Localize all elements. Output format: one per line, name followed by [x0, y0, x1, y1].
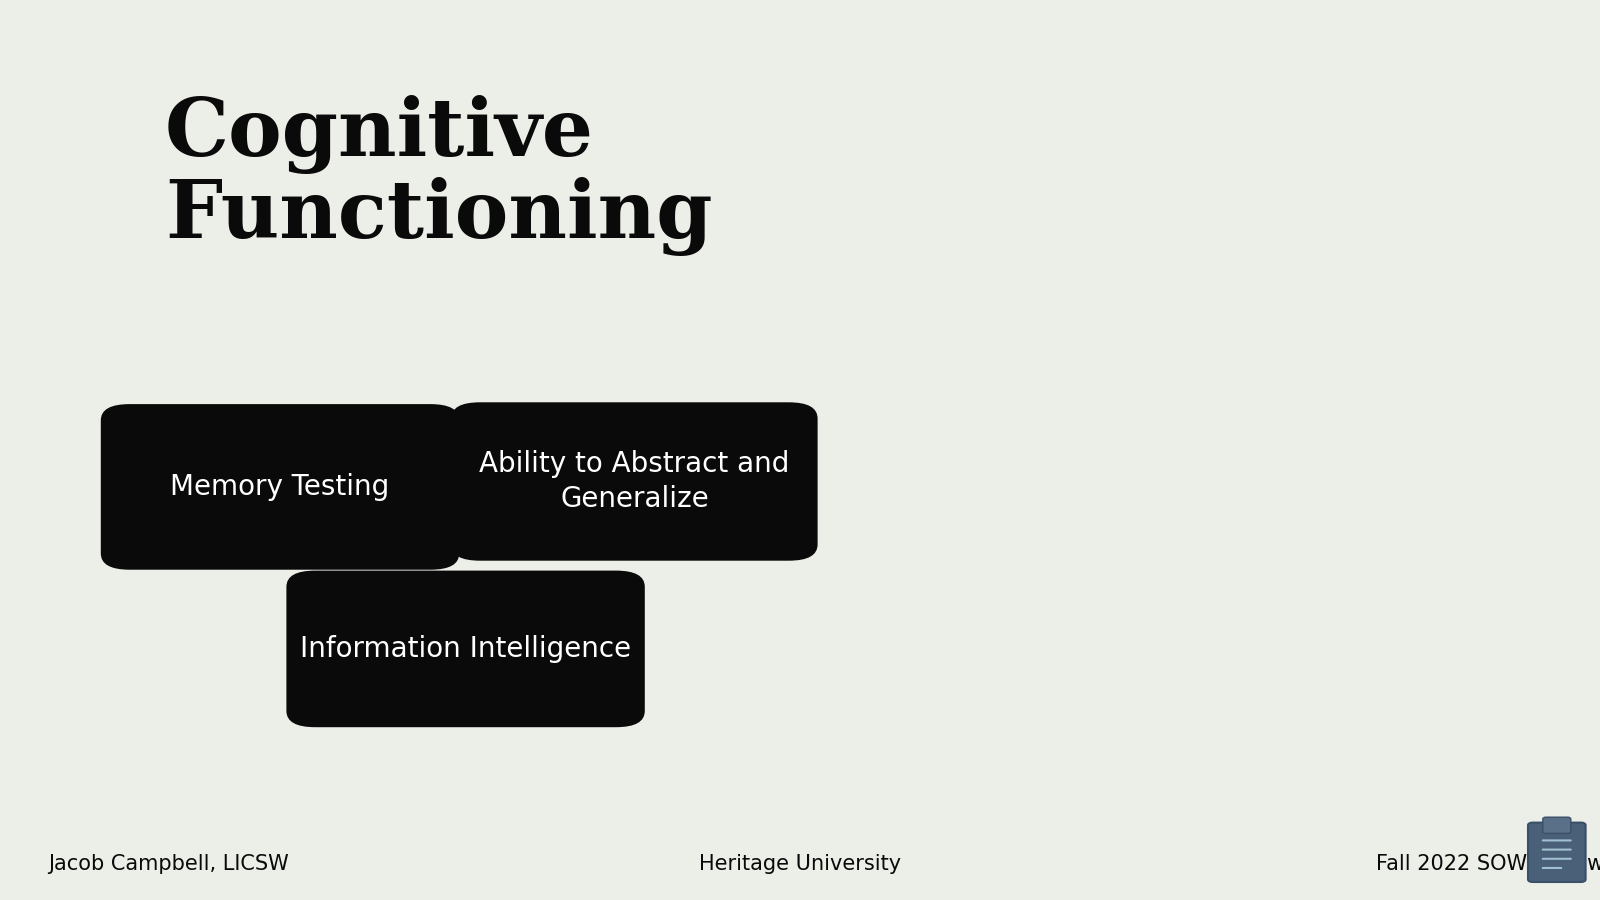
FancyBboxPatch shape	[1528, 823, 1586, 882]
Text: Information Intelligence: Information Intelligence	[301, 634, 630, 663]
FancyBboxPatch shape	[451, 402, 818, 561]
Text: Heritage University: Heritage University	[699, 854, 901, 874]
Text: Ability to Abstract and
Generalize: Ability to Abstract and Generalize	[480, 450, 789, 513]
Text: Memory Testing: Memory Testing	[170, 472, 390, 501]
Text: Fall 2022 SOWK 486w: Fall 2022 SOWK 486w	[1376, 854, 1600, 874]
Text: Cognitive
Functioning: Cognitive Functioning	[165, 94, 712, 256]
FancyBboxPatch shape	[101, 404, 459, 570]
FancyBboxPatch shape	[1542, 817, 1571, 833]
FancyBboxPatch shape	[286, 571, 645, 727]
Text: Jacob Campbell, LICSW: Jacob Campbell, LICSW	[48, 854, 288, 874]
